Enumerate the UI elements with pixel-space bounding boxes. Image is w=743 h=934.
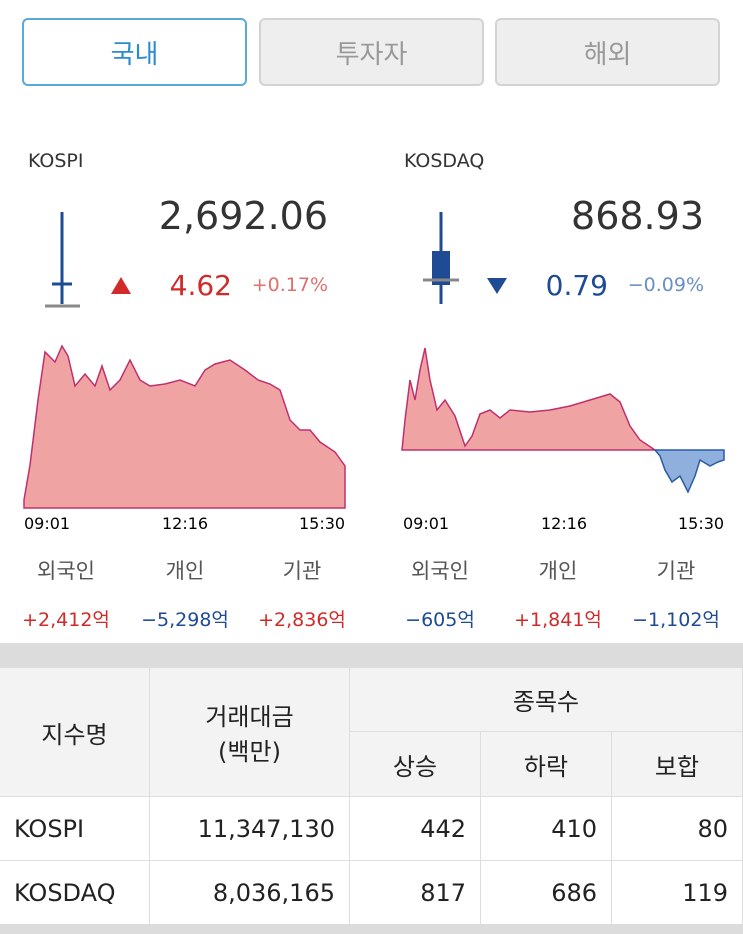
table-cell: 686 — [481, 861, 612, 925]
investor-label: 외국인 — [37, 559, 95, 583]
investor-label: 기관 — [282, 559, 322, 583]
table-cell: 119 — [612, 861, 743, 925]
tab[interactable]: 국내 — [22, 18, 247, 86]
candle-icon — [45, 212, 80, 308]
index-value: 868.93 — [571, 194, 704, 238]
time-label: 15:30 — [299, 514, 346, 533]
time-label: 12:16 — [162, 514, 209, 533]
investor-value: −605억 — [405, 609, 475, 631]
investor-value: −5,298억 — [141, 609, 229, 631]
index-value: 2,692.06 — [158, 194, 328, 238]
tab[interactable]: 해외 — [495, 18, 720, 86]
table-header: 종목수 — [350, 668, 743, 732]
index-name: KOSPI — [28, 150, 84, 172]
table-header: 하락 — [481, 732, 612, 797]
table-header: 상승 — [350, 732, 481, 797]
header-text: (백만) — [218, 738, 281, 766]
table-cell: 817 — [350, 861, 481, 925]
investor-label: 외국인 — [411, 559, 469, 583]
intraday-area — [653, 449, 725, 494]
table-cell: 8,036,165 — [150, 861, 350, 925]
investor-label: 기관 — [656, 559, 696, 583]
intraday-area — [401, 347, 658, 451]
table-cell: KOSPI — [0, 797, 150, 861]
investor-value: +2,836억 — [258, 609, 346, 631]
time-label: 09:01 — [403, 514, 450, 533]
index-change-pct: −0.09% — [627, 274, 704, 296]
tab[interactable]: 투자자 — [259, 18, 484, 86]
index-name: KOSDAQ — [404, 150, 485, 172]
investor-value: +1,841억 — [514, 609, 602, 631]
investor-label: 개인 — [538, 559, 578, 583]
table-cell: 442 — [350, 797, 481, 861]
table-header: 거래대금 (백만) — [150, 668, 350, 797]
time-label: 15:30 — [678, 514, 725, 533]
investor-value: −1,102억 — [632, 609, 720, 631]
investor-label: 개인 — [165, 559, 205, 583]
index-change: 4.62 — [169, 269, 232, 302]
table-cell: 410 — [481, 797, 612, 861]
time-label: 09:01 — [24, 514, 71, 533]
down-arrow — [487, 278, 507, 294]
time-label: 12:16 — [541, 514, 588, 533]
table-cell: 80 — [612, 797, 743, 861]
investor-value: +2,412억 — [22, 609, 110, 631]
candle-icon — [423, 212, 459, 304]
separator — [0, 924, 743, 934]
header-text: 거래대금 — [205, 703, 294, 731]
table-header: 지수명 — [0, 668, 150, 797]
charts — [23, 212, 725, 509]
index-change-pct: +0.17% — [251, 274, 328, 296]
separator — [0, 643, 743, 668]
up-arrow — [111, 277, 131, 294]
table-cell: KOSDAQ — [0, 861, 150, 925]
intraday-area — [23, 344, 346, 509]
table-header: 보합 — [612, 732, 743, 797]
index-change: 0.79 — [545, 269, 608, 302]
table-cell: 11,347,130 — [150, 797, 350, 861]
